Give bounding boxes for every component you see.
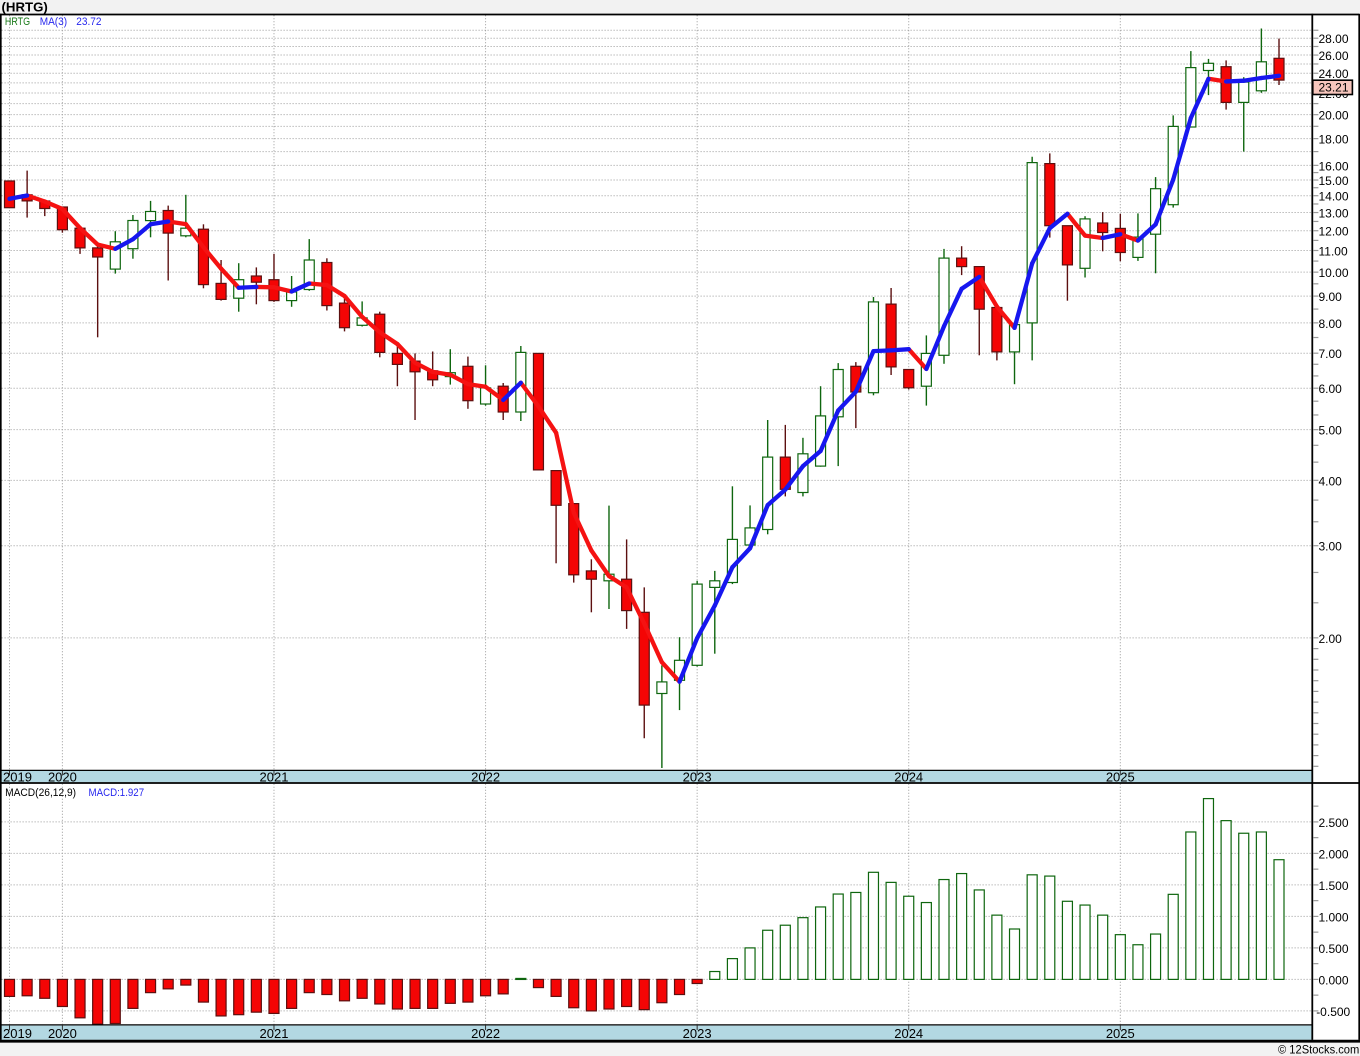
svg-text:15.00: 15.00: [1319, 174, 1349, 188]
svg-text:2020: 2020: [48, 1026, 77, 1041]
svg-text:20.00: 20.00: [1319, 109, 1349, 123]
svg-text:MACD:1.927: MACD:1.927: [89, 787, 145, 799]
svg-text:5.00: 5.00: [1319, 424, 1343, 438]
svg-text:2024: 2024: [894, 1026, 923, 1041]
svg-text:16.00: 16.00: [1319, 159, 1349, 173]
svg-text:© 12Stocks.com: © 12Stocks.com: [1278, 1042, 1359, 1056]
svg-text:2022: 2022: [471, 1026, 500, 1041]
svg-text:0.500: 0.500: [1319, 942, 1349, 956]
svg-text:2023: 2023: [683, 1026, 712, 1041]
svg-text:24.00: 24.00: [1319, 67, 1349, 81]
svg-text:2019: 2019: [3, 1026, 32, 1041]
svg-text:2022: 2022: [471, 769, 500, 784]
svg-text:23.72: 23.72: [76, 16, 101, 28]
svg-text:8.00: 8.00: [1319, 317, 1343, 331]
svg-text:2025: 2025: [1106, 769, 1135, 784]
svg-text:2.000: 2.000: [1319, 847, 1349, 861]
svg-text:2.500: 2.500: [1319, 816, 1349, 830]
svg-text:2024: 2024: [894, 769, 923, 784]
svg-text:9.00: 9.00: [1319, 290, 1343, 304]
svg-text:-0.500: -0.500: [1316, 1005, 1350, 1019]
svg-text:28.00: 28.00: [1319, 32, 1349, 46]
svg-text:2021: 2021: [260, 1026, 289, 1041]
svg-text:(HRTG): (HRTG): [2, 0, 48, 14]
svg-text:2019: 2019: [3, 769, 32, 784]
svg-text:11.00: 11.00: [1319, 245, 1348, 259]
svg-text:MA(3): MA(3): [40, 16, 67, 28]
svg-text:13.00: 13.00: [1319, 207, 1349, 221]
svg-text:2020: 2020: [48, 769, 77, 784]
svg-text:0.000: 0.000: [1319, 973, 1349, 987]
svg-text:7.00: 7.00: [1319, 347, 1343, 361]
svg-text:MACD(26,12,9): MACD(26,12,9): [5, 787, 76, 799]
svg-text:23.21: 23.21: [1319, 81, 1349, 95]
svg-text:6.00: 6.00: [1319, 382, 1343, 396]
svg-text:14.00: 14.00: [1319, 190, 1349, 204]
svg-text:18.00: 18.00: [1319, 133, 1349, 147]
svg-text:2023: 2023: [683, 769, 712, 784]
svg-text:10.00: 10.00: [1319, 266, 1349, 280]
svg-text:HRTG: HRTG: [5, 16, 30, 28]
svg-text:26.00: 26.00: [1319, 49, 1349, 63]
svg-text:1.500: 1.500: [1319, 879, 1349, 893]
svg-text:2025: 2025: [1106, 1026, 1135, 1041]
svg-text:12.00: 12.00: [1319, 225, 1349, 239]
svg-text:1.000: 1.000: [1319, 910, 1349, 924]
svg-text:2.00: 2.00: [1319, 632, 1343, 646]
svg-text:2021: 2021: [260, 769, 289, 784]
svg-text:4.00: 4.00: [1319, 474, 1343, 488]
svg-text:3.00: 3.00: [1319, 540, 1343, 554]
